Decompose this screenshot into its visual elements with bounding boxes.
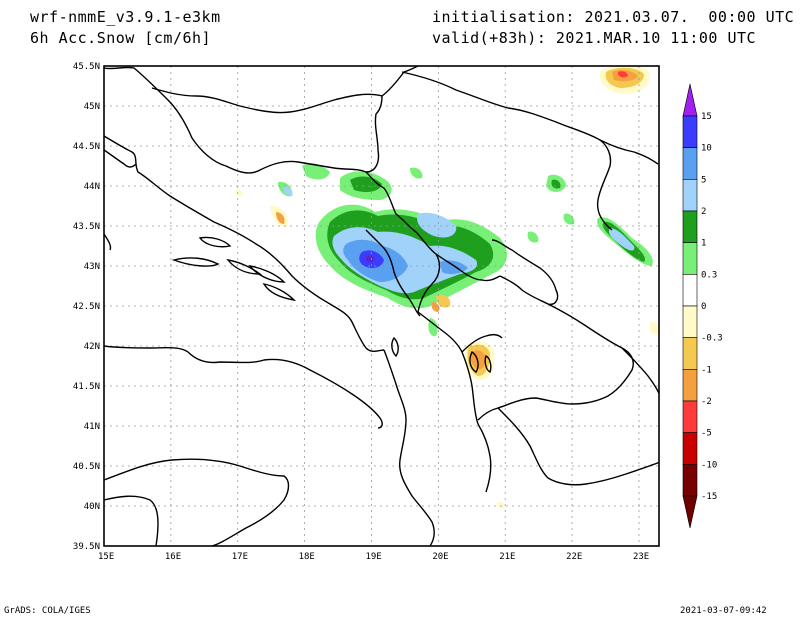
color-legend: 15 10 5 2 1 0.3 0 -0.3 -1 -2 -5 -10 -15 [682,83,723,529]
field-title: 6h Acc.Snow [cm/6h] [30,29,212,47]
lat-tick-labels: 39.5N 40N 40.5N 41N 41.5N 42N 42.5N 43N 43.5N 44N… [73,62,100,552]
map-grid [104,66,659,546]
lat-tick-label: 45.5N [73,62,100,72]
legend-label: 1 [701,239,706,249]
legend-label: 0 [701,302,706,312]
coastlines [104,66,659,546]
legend-label: 10 [701,144,712,154]
snow-field [235,66,659,509]
legend-label: -5 [701,429,712,439]
lon-tick-label: 15E [98,552,114,562]
lat-tick-label: 45N [84,102,100,112]
footer-timestamp: 2021-03-07-09:42 [680,606,767,616]
lon-tick-labels: 15E 16E 17E 18E 19E 20E 21E 22E 23E [98,552,649,562]
lat-tick-label: 44N [84,182,100,192]
legend-label: -1 [701,365,712,375]
lat-tick-label: 40N [84,502,100,512]
lon-tick-label: 20E [432,552,448,562]
lat-tick-label: 40.5N [73,462,100,472]
legend-label: -10 [701,460,717,470]
legend-label: -0.3 [701,334,723,344]
legend-label: 15 [701,112,712,122]
lon-tick-label: 16E [165,552,181,562]
legend-swatch [682,305,698,338]
legend-swatch [682,147,698,180]
lon-tick-label: 22E [566,552,582,562]
legend-label: 5 [701,175,706,185]
legend-swatch [682,179,698,212]
legend-swatch [682,274,698,307]
legend-label: -2 [701,397,712,407]
legend-swatch [682,115,698,148]
init-time: initialisation: 2021.03.07. 00:00 UTC [432,8,795,26]
footer-credit: GrADS: COLA/IGES [4,606,91,616]
valid-time: valid(+83h): 2021.MAR.10 11:00 UTC [432,29,757,47]
legend-bottom-arrow [682,495,698,529]
legend-swatch [682,242,698,275]
lat-tick-label: 43.5N [73,222,100,232]
lon-tick-label: 23E [633,552,649,562]
lat-tick-label: 41.5N [73,382,100,392]
legend-swatch [682,369,698,402]
lon-tick-label: 21E [499,552,515,562]
model-title: wrf-nmmE_v3.9.1-e3km [30,8,221,26]
legend-label: -15 [701,492,717,502]
legend-label: 0.3 [701,270,717,280]
lon-tick-label: 17E [232,552,248,562]
legend-top-arrow [682,83,698,117]
legend-swatch [682,432,698,465]
legend-swatch [682,464,698,497]
lat-tick-label: 44.5N [73,142,100,152]
lat-tick-label: 43N [84,262,100,272]
lat-tick-label: 42N [84,342,100,352]
lon-tick-label: 18E [299,552,315,562]
legend-swatch [682,400,698,433]
lon-tick-label: 19E [365,552,381,562]
legend-swatch [682,337,698,370]
lat-tick-label: 42.5N [73,302,100,312]
lat-tick-label: 39.5N [73,542,100,552]
map-frame [103,65,660,547]
lat-tick-label: 41N [84,422,100,432]
legend-label: 2 [701,207,706,217]
legend-swatch [682,210,698,243]
